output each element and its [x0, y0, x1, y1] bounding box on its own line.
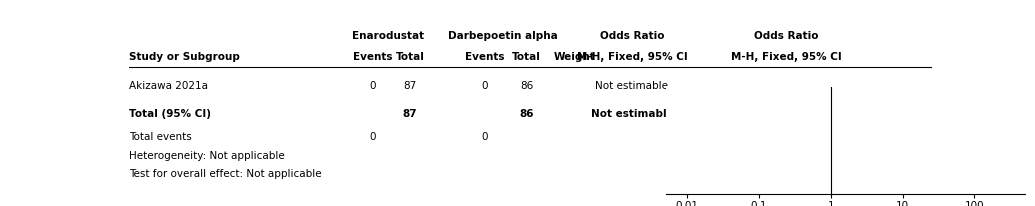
- Text: Odds Ratio: Odds Ratio: [599, 31, 664, 41]
- Text: 87: 87: [403, 109, 417, 119]
- Text: Weight: Weight: [554, 52, 595, 62]
- Text: Heterogeneity: Not applicable: Heterogeneity: Not applicable: [129, 151, 285, 161]
- Text: Total events: Total events: [129, 132, 193, 142]
- Text: M-H, Fixed, 95% CI: M-H, Fixed, 95% CI: [576, 52, 687, 62]
- Text: Total: Total: [395, 52, 424, 62]
- Text: 87: 87: [404, 81, 417, 91]
- Text: Odds Ratio: Odds Ratio: [755, 31, 819, 41]
- Text: M-H, Fixed, 95% CI: M-H, Fixed, 95% CI: [731, 52, 841, 62]
- Text: Darbepoetin alpha: Darbepoetin alpha: [448, 31, 558, 41]
- Text: Not estimable: Not estimable: [595, 81, 669, 91]
- Text: 0: 0: [481, 81, 487, 91]
- Text: Total (95% CI): Total (95% CI): [129, 109, 211, 119]
- Text: 0: 0: [369, 81, 376, 91]
- Text: Not estimable: Not estimable: [591, 109, 674, 119]
- Text: Enarodustat: Enarodustat: [352, 31, 424, 41]
- Text: 0: 0: [481, 132, 487, 142]
- Text: Events: Events: [465, 52, 504, 62]
- Text: 0: 0: [369, 132, 376, 142]
- Text: 86: 86: [520, 81, 533, 91]
- Text: Total: Total: [512, 52, 541, 62]
- Text: Study or Subgroup: Study or Subgroup: [129, 52, 240, 62]
- Text: Akizawa 2021a: Akizawa 2021a: [129, 81, 208, 91]
- Text: Test for overall effect: Not applicable: Test for overall effect: Not applicable: [129, 169, 322, 179]
- Text: Events: Events: [353, 52, 392, 62]
- Text: 86: 86: [520, 109, 534, 119]
